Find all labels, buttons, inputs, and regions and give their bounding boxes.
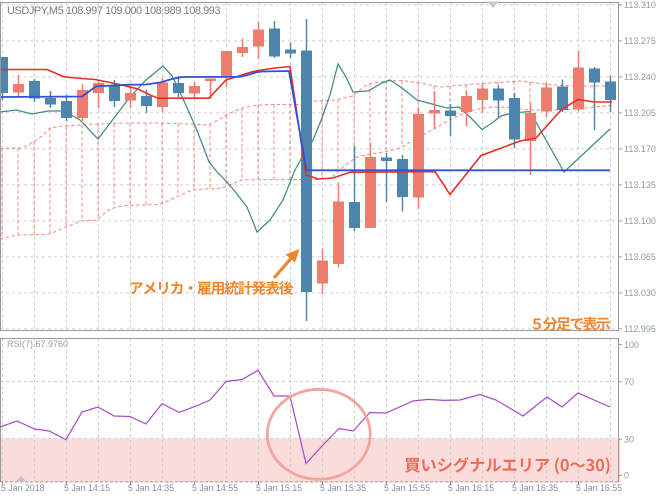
svg-text:113.100: 113.100 (624, 216, 656, 226)
svg-text:5 Jan 14:35: 5 Jan 14:35 (128, 483, 174, 493)
svg-text:5 Jan 15:35: 5 Jan 15:35 (320, 483, 366, 493)
svg-text:113.310: 113.310 (624, 0, 656, 10)
svg-text:5 Jan 16:55: 5 Jan 16:55 (576, 483, 622, 493)
svg-text:113.275: 113.275 (624, 36, 656, 46)
svg-text:113.065: 113.065 (624, 252, 656, 262)
svg-text:5 Jan 15:15: 5 Jan 15:15 (256, 483, 302, 493)
svg-text:113.170: 113.170 (624, 144, 656, 154)
svg-text:113.205: 113.205 (624, 108, 656, 118)
svg-text:112.995: 112.995 (624, 324, 656, 334)
svg-text:113.030: 113.030 (624, 288, 656, 298)
svg-text:5 Jan 16:35: 5 Jan 16:35 (512, 483, 558, 493)
svg-text:5 Jan 16:15: 5 Jan 16:15 (448, 483, 494, 493)
svg-text:113.240: 113.240 (624, 72, 656, 82)
svg-text:30: 30 (624, 434, 634, 444)
svg-text:113.135: 113.135 (624, 180, 656, 190)
svg-text:USDJPY,M5 108.997 109.000 108: USDJPY,M5 108.997 109.000 108.989 108.99… (7, 5, 220, 17)
svg-text:RSI(7) 67.9760: RSI(7) 67.9760 (7, 339, 68, 349)
svg-text:100: 100 (624, 340, 639, 350)
svg-text:5 Jan 14:15: 5 Jan 14:15 (64, 483, 110, 493)
svg-text:5 Jan 14:55: 5 Jan 14:55 (192, 483, 238, 493)
svg-text:5 Jan 2018: 5 Jan 2018 (1, 483, 45, 493)
svg-text:70: 70 (624, 377, 634, 387)
svg-text:0: 0 (624, 471, 629, 481)
svg-text:5 Jan 15:55: 5 Jan 15:55 (384, 483, 430, 493)
